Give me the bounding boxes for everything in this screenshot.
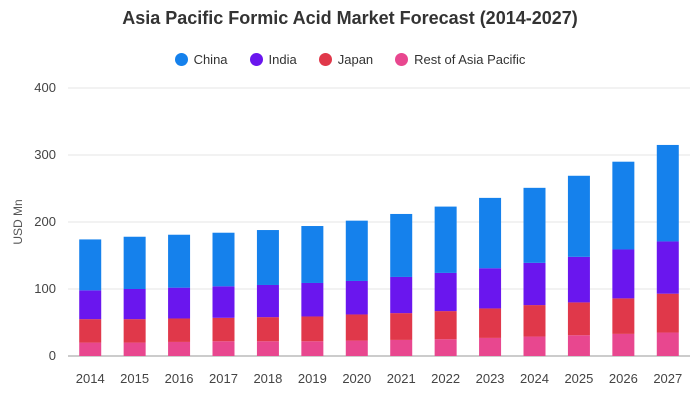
bar-india-2020[interactable] xyxy=(345,280,368,315)
bar-rest-of-asia-pacific-2022[interactable] xyxy=(434,339,457,356)
bar-rest-of-asia-pacific-2017[interactable] xyxy=(212,341,235,356)
x-tick-label: 2021 xyxy=(387,371,416,386)
bar-japan-2016[interactable] xyxy=(168,318,191,342)
x-tick-label: 2017 xyxy=(209,371,238,386)
bar-japan-2014[interactable] xyxy=(79,319,102,343)
bar-china-2022[interactable] xyxy=(434,206,457,273)
bar-japan-2026[interactable] xyxy=(612,298,635,334)
bar-japan-2024[interactable] xyxy=(523,305,546,337)
bar-india-2019[interactable] xyxy=(301,282,324,317)
bar-india-2025[interactable] xyxy=(567,256,590,303)
bar-japan-2021[interactable] xyxy=(390,313,413,340)
y-tick-label: 0 xyxy=(49,348,56,363)
bar-japan-2020[interactable] xyxy=(345,314,368,341)
y-tick-label: 300 xyxy=(34,147,56,162)
x-tick-label: 2020 xyxy=(342,371,371,386)
bar-china-2026[interactable] xyxy=(612,161,635,250)
legend-label-india: India xyxy=(268,52,297,67)
x-axis-ticks: 2014 2015 2016 2017 2018 2019 2020 2021 2022 2023… xyxy=(76,371,682,386)
bar-japan-2018[interactable] xyxy=(256,317,279,342)
y-axis-label: USD Mn xyxy=(11,199,25,244)
x-tick-label: 2019 xyxy=(298,371,327,386)
bar-china-2027[interactable] xyxy=(656,144,679,242)
bar-rest-of-asia-pacific-2018[interactable] xyxy=(256,341,279,356)
bar-rest-of-asia-pacific-2025[interactable] xyxy=(567,335,590,356)
legend-item-rest-of-asia-pacific[interactable]: Rest of Asia Pacific xyxy=(395,52,525,67)
bars xyxy=(79,144,679,356)
legend-swatch-india xyxy=(249,53,263,66)
legend-label-china: China xyxy=(193,52,228,67)
bar-china-2021[interactable] xyxy=(390,213,413,277)
x-tick-label: 2025 xyxy=(564,371,593,386)
bar-india-2027[interactable] xyxy=(656,241,679,294)
bar-rest-of-asia-pacific-2015[interactable] xyxy=(123,342,146,356)
bar-india-2017[interactable] xyxy=(212,286,235,318)
bar-japan-2015[interactable] xyxy=(123,319,146,343)
x-tick-label: 2027 xyxy=(653,371,682,386)
bar-india-2018[interactable] xyxy=(256,284,279,318)
bar-india-2023[interactable] xyxy=(479,268,502,309)
x-tick-label: 2015 xyxy=(120,371,149,386)
bar-china-2019[interactable] xyxy=(301,226,324,283)
bar-rest-of-asia-pacific-2016[interactable] xyxy=(168,341,191,356)
x-tick-label: 2018 xyxy=(253,371,282,386)
x-tick-label: 2024 xyxy=(520,371,549,386)
bar-china-2015[interactable] xyxy=(123,236,146,289)
bar-china-2018[interactable] xyxy=(256,230,279,285)
x-tick-label: 2026 xyxy=(609,371,638,386)
bar-india-2026[interactable] xyxy=(612,249,635,299)
legend-item-india[interactable]: India xyxy=(249,52,297,67)
chart-title: Asia Pacific Formic Acid Market Forecast… xyxy=(122,8,578,28)
bar-india-2024[interactable] xyxy=(523,262,546,306)
grid-lines xyxy=(68,87,690,357)
bar-china-2025[interactable] xyxy=(567,175,590,257)
x-tick-label: 2022 xyxy=(431,371,460,386)
y-tick-label: 400 xyxy=(34,80,56,95)
x-tick-label: 2014 xyxy=(76,371,105,386)
bar-rest-of-asia-pacific-2026[interactable] xyxy=(612,333,635,356)
bar-rest-of-asia-pacific-2019[interactable] xyxy=(301,341,324,356)
bar-rest-of-asia-pacific-2014[interactable] xyxy=(79,342,102,356)
bar-china-2017[interactable] xyxy=(212,232,235,287)
legend-swatch-rest-of-asia-pacific xyxy=(395,53,409,66)
legend-swatch-japan xyxy=(318,53,332,66)
bar-india-2021[interactable] xyxy=(390,276,413,314)
y-tick-label: 200 xyxy=(34,214,56,229)
bar-rest-of-asia-pacific-2023[interactable] xyxy=(479,337,502,356)
bar-rest-of-asia-pacific-2021[interactable] xyxy=(390,339,413,356)
bar-rest-of-asia-pacific-2020[interactable] xyxy=(345,340,368,356)
bar-japan-2025[interactable] xyxy=(567,302,590,336)
legend-label-rest-of-asia-pacific: Rest of Asia Pacific xyxy=(414,52,526,67)
legend-swatch-china xyxy=(174,53,188,66)
chart-legend: China India Japan Rest of Asia Pacific xyxy=(0,52,700,67)
bar-japan-2022[interactable] xyxy=(434,311,457,340)
bar-china-2016[interactable] xyxy=(168,234,191,288)
x-tick-label: 2023 xyxy=(476,371,505,386)
bar-india-2015[interactable] xyxy=(123,289,146,320)
x-tick-label: 2016 xyxy=(165,371,194,386)
bar-india-2016[interactable] xyxy=(168,287,191,319)
legend-item-japan[interactable]: Japan xyxy=(318,52,374,67)
bar-india-2014[interactable] xyxy=(79,290,102,320)
bar-japan-2027[interactable] xyxy=(656,293,679,333)
bar-india-2022[interactable] xyxy=(434,272,457,312)
legend-label-japan: Japan xyxy=(337,52,374,67)
bar-china-2024[interactable] xyxy=(523,187,546,263)
legend-item-china[interactable]: China xyxy=(174,52,228,67)
bar-china-2020[interactable] xyxy=(345,220,368,281)
bar-rest-of-asia-pacific-2027[interactable] xyxy=(656,332,679,356)
bar-japan-2023[interactable] xyxy=(479,308,502,338)
bar-rest-of-asia-pacific-2024[interactable] xyxy=(523,336,546,356)
bar-japan-2019[interactable] xyxy=(301,316,324,342)
y-axis-ticks: 0 100 200 300 400 xyxy=(34,80,56,363)
bar-japan-2017[interactable] xyxy=(212,317,235,342)
y-tick-label: 100 xyxy=(34,281,56,296)
bar-china-2023[interactable] xyxy=(479,197,502,269)
bar-china-2014[interactable] xyxy=(79,239,102,291)
